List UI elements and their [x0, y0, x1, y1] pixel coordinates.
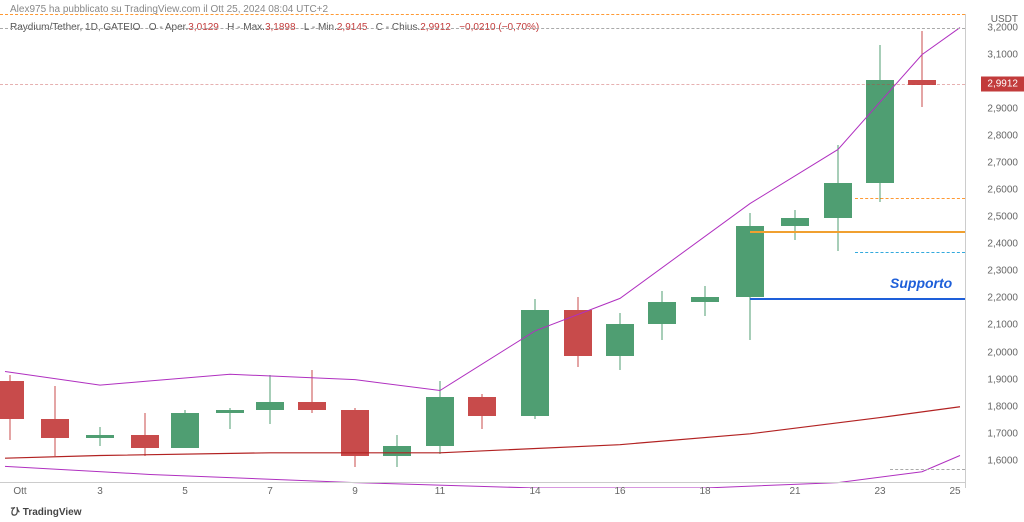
horizontal-line	[0, 28, 965, 29]
candlestick	[521, 15, 549, 489]
candlestick	[691, 15, 719, 489]
candlestick	[606, 15, 634, 489]
y-tick: 2,5000	[987, 212, 1018, 223]
x-tick: 5	[182, 486, 188, 497]
x-tick: 11	[435, 486, 445, 497]
candlestick	[298, 15, 326, 489]
candlestick	[383, 15, 411, 489]
horizontal-line	[855, 198, 965, 199]
y-tick: 2,0000	[987, 347, 1018, 358]
candlestick	[171, 15, 199, 489]
candlestick	[41, 15, 69, 489]
x-tick: 14	[529, 486, 540, 497]
candlestick	[781, 15, 809, 489]
x-tick: 9	[352, 486, 358, 497]
support-annotation: Supporto	[890, 275, 952, 291]
candlestick	[256, 15, 284, 489]
candlestick	[131, 15, 159, 489]
y-tick: 3,2000	[987, 22, 1018, 33]
candlestick	[216, 15, 244, 489]
horizontal-line	[750, 231, 965, 233]
y-tick: 1,9000	[987, 374, 1018, 385]
y-tick: 3,1000	[987, 49, 1018, 60]
candlestick	[648, 15, 676, 489]
y-tick: 1,7000	[987, 428, 1018, 439]
horizontal-line	[890, 469, 965, 470]
x-tick: 16	[614, 486, 625, 497]
x-tick: Ott	[13, 486, 26, 497]
candlestick	[468, 15, 496, 489]
y-tick: 2,8000	[987, 130, 1018, 141]
y-tick: 2,2000	[987, 293, 1018, 304]
chart-area[interactable]	[0, 14, 965, 488]
y-tick: 2,9000	[987, 103, 1018, 114]
candlestick	[736, 15, 764, 489]
y-tick: 2,1000	[987, 320, 1018, 331]
candlestick	[824, 15, 852, 489]
x-tick: 25	[949, 486, 960, 497]
x-tick: 23	[874, 486, 885, 497]
candlestick	[86, 15, 114, 489]
x-axis: Ott 3 5 7 9 11 14 16 18 21 23 25	[0, 482, 965, 500]
tradingview-logo-icon: ひ	[10, 507, 23, 518]
brand-name: TradingView	[23, 507, 82, 518]
x-tick: 18	[699, 486, 710, 497]
x-tick: 7	[267, 486, 273, 497]
y-tick: 1,8000	[987, 401, 1018, 412]
candlestick	[341, 15, 369, 489]
last-price-line	[0, 84, 965, 85]
y-tick: 2,7000	[987, 157, 1018, 168]
candlestick	[426, 15, 454, 489]
horizontal-line	[750, 298, 965, 300]
y-tick: 1,6000	[987, 455, 1018, 466]
brand-footer: ひ TradingView	[10, 503, 82, 518]
candlestick	[0, 15, 24, 489]
horizontal-line	[855, 252, 965, 253]
y-tick: 2,3000	[987, 266, 1018, 277]
price-tag: 2,9912	[981, 77, 1024, 92]
candlestick	[564, 15, 592, 489]
y-tick: 2,6000	[987, 185, 1018, 196]
y-tick: 2,4000	[987, 239, 1018, 250]
x-tick: 21	[789, 486, 800, 497]
x-tick: 3	[97, 486, 103, 497]
y-axis: USDT 3,20003,10002,90002,80002,70002,600…	[965, 14, 1024, 488]
